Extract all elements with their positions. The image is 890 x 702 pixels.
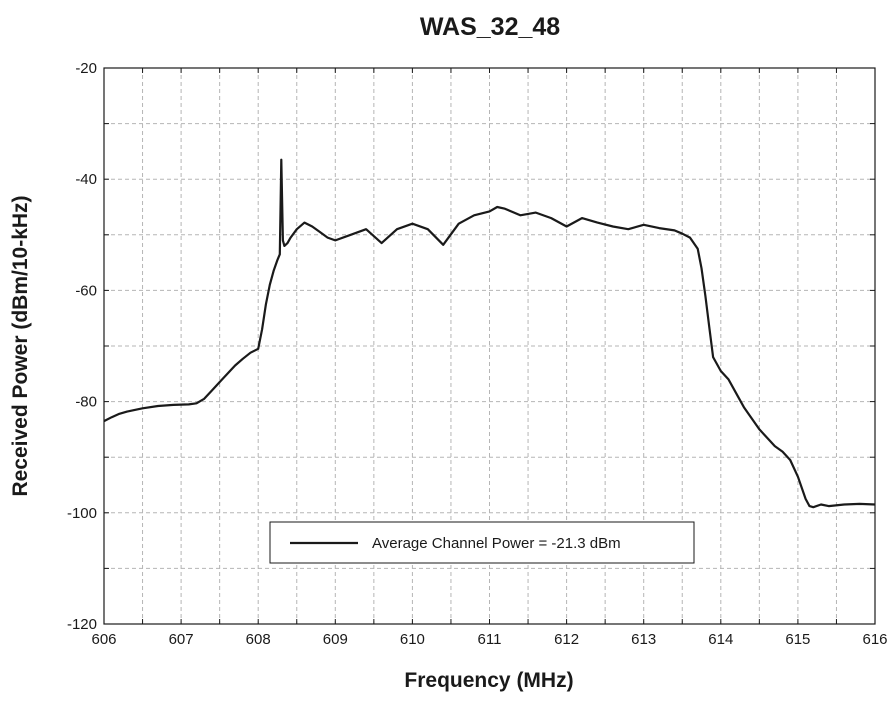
x-tick-label: 614 (708, 631, 733, 648)
x-tick-label: 616 (862, 631, 887, 648)
x-tick-label: 612 (554, 631, 579, 648)
x-tick-label: 610 (400, 631, 425, 648)
x-tick-label: 609 (323, 631, 348, 648)
legend: Average Channel Power = -21.3 dBm (269, 521, 695, 564)
x-tick-label: 608 (246, 631, 271, 648)
x-tick-label: 611 (478, 631, 502, 648)
series-line-average-channel-power (103, 158, 876, 509)
y-tick-label: -120 (67, 616, 97, 633)
legend-entry-label: Average Channel Power = -21.3 dBm (372, 535, 621, 552)
y-tick-label: -40 (75, 171, 97, 188)
y-tick-label: -80 (75, 394, 97, 411)
y-tick-label: -100 (67, 505, 97, 522)
chart-title: WAS_32_48 (420, 13, 560, 41)
plot-area-frame (103, 67, 876, 625)
y-tick-label: -20 (75, 60, 97, 77)
y-tick-label: -60 (75, 282, 97, 299)
x-tick-label: 613 (631, 631, 656, 648)
y-axis-label: Received Power (dBm/10-kHz) (9, 195, 32, 496)
x-tick-label: 606 (91, 631, 116, 648)
x-tick-label: 607 (169, 631, 194, 648)
axis-ticks: 606 607 608 609 610 611 612 613 614 615 616 -20 -40 -… (67, 60, 888, 648)
x-axis-label: Frequency (MHz) (404, 669, 573, 692)
x-tick-label: 615 (785, 631, 810, 648)
